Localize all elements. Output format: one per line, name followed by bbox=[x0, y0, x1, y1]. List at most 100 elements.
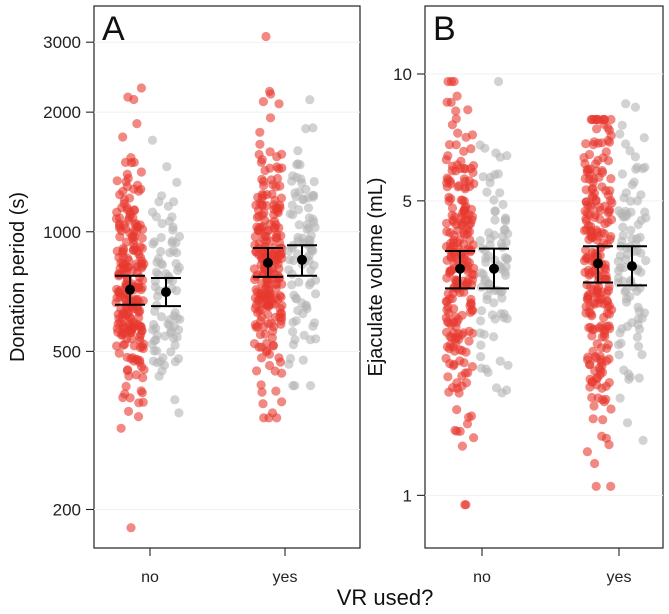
data-point-grey bbox=[497, 293, 507, 303]
data-point-grey bbox=[479, 329, 489, 339]
data-point-grey bbox=[495, 356, 505, 366]
data-point-red bbox=[581, 139, 591, 149]
data-point-red bbox=[461, 347, 471, 357]
data-point-red bbox=[259, 290, 269, 300]
data-point-red bbox=[122, 205, 133, 215]
data-point-red bbox=[605, 234, 615, 245]
data-point-grey bbox=[634, 373, 644, 383]
data-point-red bbox=[455, 287, 465, 298]
data-point-red bbox=[277, 397, 287, 407]
data-point-red bbox=[442, 97, 452, 107]
data-point-red bbox=[258, 97, 268, 107]
data-point-grey bbox=[305, 381, 316, 391]
data-point-red bbox=[271, 386, 281, 396]
data-point-red bbox=[250, 232, 260, 242]
data-point-grey bbox=[164, 216, 175, 226]
data-point-grey bbox=[149, 346, 159, 356]
data-point-red bbox=[134, 398, 144, 408]
data-point-grey bbox=[480, 245, 490, 255]
data-point-red bbox=[126, 158, 137, 168]
data-point-red bbox=[590, 458, 600, 469]
data-point-red bbox=[462, 419, 473, 429]
data-point-red bbox=[254, 149, 264, 160]
data-point-red bbox=[123, 317, 133, 327]
data-point-grey bbox=[493, 76, 504, 87]
data-point-red bbox=[257, 200, 267, 210]
y-tick-label: 2000 bbox=[43, 103, 81, 122]
data-point-red bbox=[274, 264, 284, 274]
data-point-grey bbox=[160, 331, 170, 341]
data-point-grey bbox=[290, 335, 300, 345]
data-point-grey bbox=[173, 354, 184, 364]
data-point-red bbox=[606, 114, 616, 125]
data-point-grey bbox=[621, 285, 631, 295]
data-point-red bbox=[600, 114, 610, 125]
data-point-red bbox=[584, 307, 595, 317]
data-point-red bbox=[603, 340, 613, 350]
data-point-grey bbox=[299, 194, 309, 204]
data-point-grey bbox=[308, 123, 318, 133]
panel-a-x-ticks: no yes bbox=[141, 548, 297, 586]
data-point-red bbox=[112, 176, 122, 186]
data-point-red bbox=[113, 319, 123, 329]
data-point-grey bbox=[301, 124, 311, 134]
data-point-grey bbox=[499, 225, 509, 235]
data-point-grey bbox=[294, 187, 304, 197]
data-point-grey bbox=[166, 327, 176, 337]
mean-point bbox=[263, 257, 273, 268]
data-point-grey bbox=[294, 220, 304, 230]
data-point-red bbox=[604, 125, 615, 135]
data-point-red bbox=[265, 113, 276, 123]
data-point-grey bbox=[476, 340, 486, 350]
data-point-red bbox=[255, 222, 265, 232]
data-point-grey bbox=[635, 232, 645, 242]
data-point-grey bbox=[636, 248, 646, 258]
data-point-red bbox=[128, 245, 138, 255]
data-point-grey bbox=[482, 294, 492, 305]
data-point-grey bbox=[641, 256, 651, 266]
data-point-red bbox=[135, 252, 145, 262]
data-point-red bbox=[592, 339, 602, 349]
panel-b-y-label: Ejaculate volume (mL) bbox=[365, 178, 387, 377]
data-point-red bbox=[124, 325, 134, 335]
data-point-red bbox=[251, 200, 261, 210]
data-point-red bbox=[268, 341, 278, 351]
data-point-red bbox=[601, 381, 611, 391]
panel-b-x-ticks: no yes bbox=[473, 548, 631, 586]
data-point-red bbox=[139, 339, 149, 349]
data-point-red bbox=[261, 31, 271, 42]
data-point-grey bbox=[293, 146, 303, 156]
data-point-red bbox=[584, 323, 594, 333]
data-point-grey bbox=[288, 210, 298, 220]
data-point-red bbox=[597, 166, 607, 176]
data-point-red bbox=[579, 153, 589, 163]
data-point-grey bbox=[503, 360, 513, 370]
data-point-red bbox=[466, 144, 476, 154]
data-point-red bbox=[592, 235, 602, 245]
data-point-grey bbox=[481, 253, 491, 263]
data-point-grey bbox=[478, 172, 488, 182]
data-point-grey bbox=[618, 222, 628, 232]
data-point-red bbox=[269, 210, 279, 220]
data-point-grey bbox=[151, 267, 161, 277]
data-point-red bbox=[468, 167, 478, 178]
data-point-grey bbox=[640, 162, 650, 172]
data-point-red bbox=[253, 322, 263, 332]
data-point-grey bbox=[617, 169, 628, 179]
data-point-grey bbox=[493, 169, 503, 179]
data-point-grey bbox=[147, 135, 158, 145]
data-point-red bbox=[454, 181, 464, 191]
data-point-grey bbox=[283, 246, 294, 256]
data-point-red bbox=[273, 271, 283, 281]
data-point-red bbox=[445, 228, 455, 238]
data-point-grey bbox=[639, 133, 649, 143]
y-tick-label: 10 bbox=[393, 65, 412, 84]
data-point-grey bbox=[481, 364, 491, 374]
data-point-red bbox=[593, 138, 603, 148]
data-point-grey bbox=[502, 385, 512, 395]
data-point-red bbox=[461, 378, 472, 388]
data-point-grey bbox=[480, 143, 490, 153]
data-point-grey bbox=[615, 129, 625, 139]
data-point-red bbox=[453, 238, 463, 248]
